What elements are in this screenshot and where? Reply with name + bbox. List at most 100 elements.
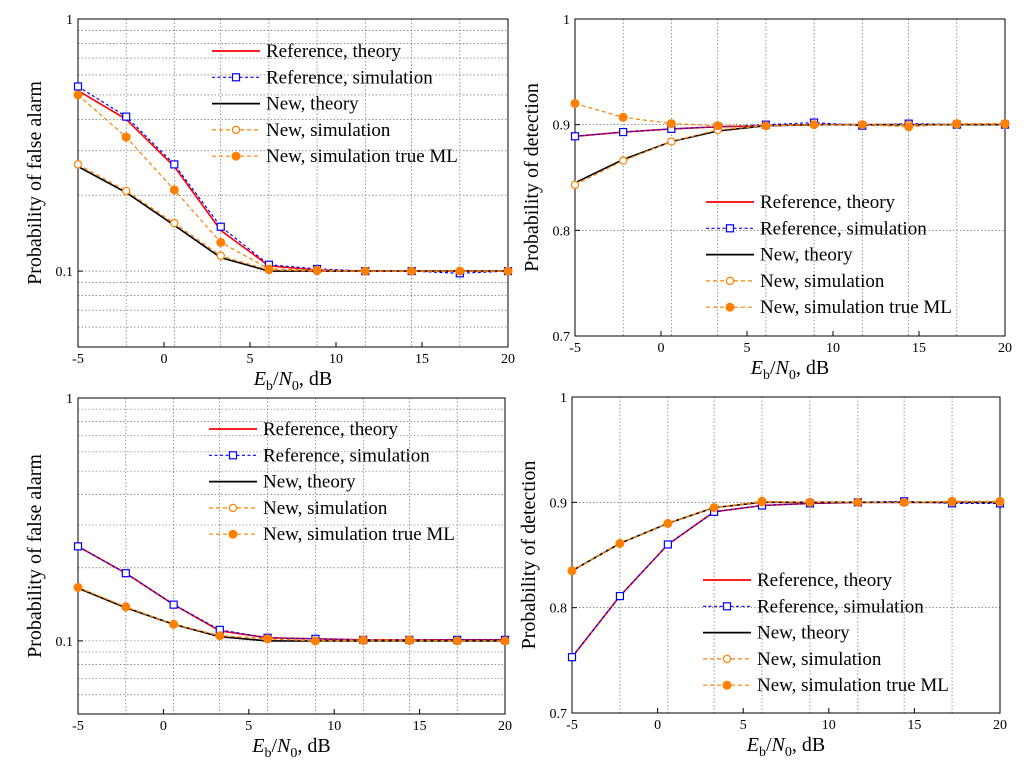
- legend-marker: [725, 276, 735, 286]
- data-point: [452, 636, 462, 646]
- legend-item: New, simulation: [703, 649, 882, 670]
- data-point: [899, 497, 909, 507]
- legend-item: New, simulation: [212, 120, 391, 141]
- data-point: [567, 653, 577, 662]
- series-line: [77, 94, 508, 272]
- x-tick-label: 20: [998, 341, 1012, 356]
- legend: Reference, theory Reference, simulation Ne…: [706, 192, 952, 318]
- series-5: [73, 582, 510, 646]
- data-point: [618, 156, 628, 165]
- data-point: [709, 503, 719, 513]
- series-line: [77, 163, 508, 272]
- y-tick-label: 1: [560, 391, 567, 406]
- y-axis-label: Probability of detection: [518, 461, 540, 650]
- legend-item: Reference, theory: [706, 192, 896, 213]
- data-point: [73, 582, 83, 592]
- legend-label: New, theory: [760, 245, 853, 266]
- data-point: [455, 266, 465, 276]
- legend-marker: [228, 503, 238, 513]
- data-point: [73, 542, 83, 551]
- data-point: [215, 631, 225, 641]
- data-point: [216, 251, 225, 261]
- series-5: [73, 90, 513, 276]
- plot-frame: [77, 397, 506, 715]
- data-point: [121, 602, 131, 612]
- series-4: [567, 498, 1005, 576]
- x-tick-label: 20: [993, 718, 1007, 733]
- legend-item: Reference, theory: [209, 419, 399, 440]
- data-point: [358, 635, 368, 645]
- data-point: [567, 566, 577, 576]
- y-tick-label: 0.8: [550, 602, 568, 617]
- data-point: [407, 266, 417, 276]
- series-1: [77, 89, 508, 272]
- data-point: [570, 180, 580, 190]
- data-point: [169, 619, 179, 629]
- legend-label: New, simulation true ML: [757, 675, 949, 696]
- series-3: [571, 501, 1000, 572]
- data-point: [121, 569, 130, 578]
- legend-item: New, simulation true ML: [209, 524, 455, 545]
- legend-label: New, simulation true ML: [760, 297, 952, 318]
- x-tick-label: 15: [413, 719, 427, 734]
- legend: Reference, theory Reference, simulation Ne…: [703, 570, 949, 696]
- chart-panel-3: -5 0 5 10 15 20 0.1 1 Probability of false alarm…: [24, 392, 512, 761]
- series-5: [570, 99, 1010, 132]
- data-point: [404, 635, 414, 645]
- legend-label: New, theory: [266, 94, 359, 115]
- series-line: [574, 102, 1005, 128]
- legend-label: Reference, theory: [263, 419, 399, 440]
- data-point: [264, 264, 274, 274]
- data-point: [312, 265, 322, 275]
- data-point: [122, 112, 131, 121]
- y-tick-label: 0.7: [553, 330, 571, 345]
- series-line: [77, 85, 509, 274]
- x-tick-label: 10: [327, 719, 341, 734]
- data-point: [170, 160, 179, 169]
- series-3: [77, 587, 505, 642]
- series-line: [571, 500, 1000, 572]
- data-point: [663, 518, 673, 528]
- data-point: [615, 538, 625, 548]
- data-point: [216, 222, 225, 231]
- data-point: [169, 600, 178, 609]
- series-3: [77, 165, 508, 272]
- legend-label: New, theory: [757, 623, 850, 644]
- legend-label: Reference, simulation: [760, 218, 927, 239]
- data-point: [310, 636, 320, 646]
- x-tick-label: 5: [740, 718, 747, 733]
- series-line: [77, 89, 508, 272]
- data-point: [500, 636, 510, 646]
- data-point: [73, 82, 83, 91]
- chart-panel-2: -5 0 5 10 15 20 0.7 0.8 0.9 1 Probability of detec…: [521, 13, 1012, 383]
- data-point: [216, 237, 226, 247]
- data-point: [619, 127, 628, 137]
- y-axis-label: Probability of detection: [521, 83, 543, 272]
- x-tick-label: 10: [329, 352, 343, 367]
- data-point: [995, 496, 1005, 506]
- series-5: [567, 496, 1005, 576]
- x-tick-label: 15: [907, 718, 921, 733]
- legend-marker: [725, 302, 735, 312]
- x-tick-label: 5: [247, 352, 254, 367]
- data-point: [952, 119, 962, 129]
- x-tick-label: 0: [658, 341, 665, 356]
- x-tick-label: 0: [654, 718, 661, 733]
- legend-item: Reference, simulation: [703, 596, 924, 617]
- legend-item: Reference, simulation: [706, 218, 927, 239]
- series-line: [77, 165, 508, 272]
- legend-item: Reference, theory: [703, 570, 893, 591]
- data-point: [503, 266, 513, 276]
- legend-item: New, theory: [706, 245, 853, 266]
- data-point: [1000, 119, 1010, 129]
- legend-marker: [228, 451, 238, 460]
- series-line: [77, 545, 505, 641]
- y-axis-label: Probability of false alarm: [24, 81, 46, 285]
- legend-label: Reference, simulation: [757, 596, 924, 617]
- data-point: [615, 591, 625, 601]
- y-tick-label: 0.1: [56, 265, 74, 280]
- legend-item: New, theory: [703, 623, 850, 644]
- data-point: [360, 266, 370, 276]
